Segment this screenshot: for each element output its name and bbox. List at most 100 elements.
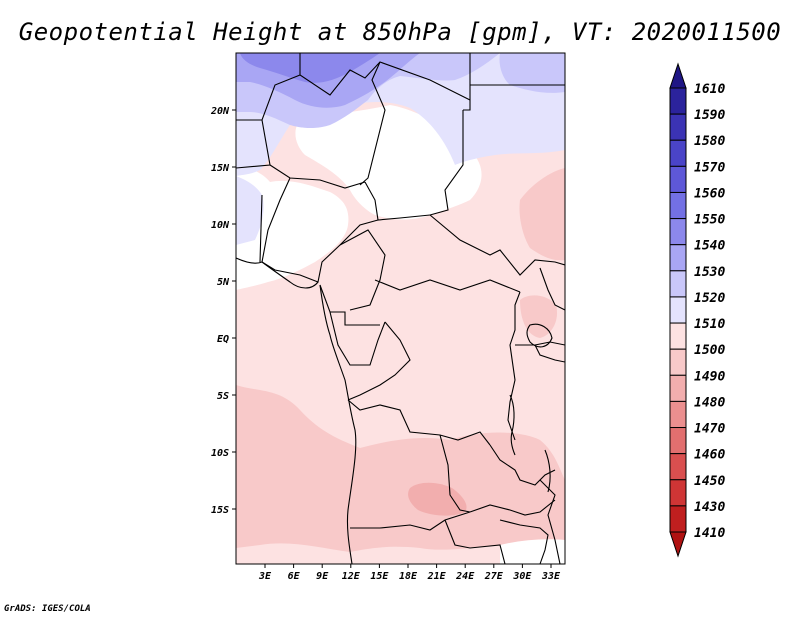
colorbar-label: 1430 — [694, 500, 725, 515]
colorbar-label: 1470 — [694, 422, 725, 437]
colorbar-label: 1530 — [694, 265, 725, 280]
lon-label: 15E — [370, 571, 389, 582]
colorbar-label: 1550 — [694, 213, 725, 228]
lat-label: EQ — [217, 334, 229, 345]
border-libya-egypt — [463, 53, 471, 111]
map-frame — [235, 52, 566, 565]
coastline-west-africa — [236, 257, 319, 289]
fill-1550-band — [240, 53, 380, 83]
lat-label: 5N — [217, 277, 230, 288]
border-niger-nigeria — [269, 164, 366, 189]
latitude-labels: 20N 15N 10N 5N EQ 5S 10S 15S — [210, 106, 236, 516]
colorbar-label: 1410 — [694, 526, 725, 541]
lon-label: 6E — [288, 571, 301, 582]
colorbar-segment — [669, 348, 687, 376]
fill-1490-lakes — [520, 295, 558, 338]
colorbar-label: 1590 — [694, 108, 725, 123]
border-cameroon-car — [339, 229, 386, 311]
colorbar-label: 1610 — [694, 82, 725, 97]
fill-1490-band-west — [236, 392, 272, 429]
fill-1520-west — [236, 176, 264, 245]
border-mozambique — [539, 479, 561, 564]
colorbar-label: 1510 — [694, 317, 725, 332]
fill-1490-east — [519, 168, 565, 261]
border-angola-zambia — [439, 434, 471, 513]
colorbar-segment — [669, 87, 687, 115]
coastline-lake-malawi — [544, 449, 551, 493]
lat-label: 15S — [211, 505, 229, 516]
lon-label: 3E — [258, 571, 272, 582]
lon-label: 18E — [399, 571, 418, 582]
colorbar-segment — [669, 505, 687, 533]
colorbar-label: 1500 — [694, 343, 725, 358]
colorbar-top-arrow — [669, 62, 687, 89]
colorbar: 1610 1590 1580 1570 1560 1550 1540 1530 1520 1510… — [669, 62, 725, 558]
lon-label: 30E — [512, 571, 532, 582]
colorbar-label: 1570 — [694, 160, 725, 175]
longitude-labels: 3E 6E 9E 12E 15E 18E 21E 24E 27E 30E 33E — [258, 564, 561, 582]
border-rwanda — [515, 344, 565, 363]
border-cameroon-gabon — [319, 284, 380, 326]
colorbar-label: 1560 — [694, 186, 725, 201]
coastline-lake-tanganyika — [509, 394, 516, 456]
contour-fills — [236, 53, 565, 564]
lat-label: 10N — [211, 220, 230, 231]
colorbar-segment — [669, 296, 687, 324]
colorbar-segment — [669, 453, 687, 481]
fill-1510-band — [236, 165, 349, 290]
colorbar-bottom-arrow — [669, 531, 687, 558]
fill-1480-core — [408, 482, 467, 516]
colorbar-label: 1450 — [694, 474, 725, 489]
fill-1530-northeast — [499, 53, 565, 93]
colorbar-segment — [669, 479, 687, 507]
border-zambia-south — [469, 499, 556, 516]
lat-label: 20N — [210, 106, 230, 117]
colorbar-label: 1580 — [694, 134, 725, 149]
lon-label: 33E — [541, 571, 561, 582]
border-car-drc — [374, 279, 521, 293]
colorbar-segment — [669, 191, 687, 220]
colorbar-segment — [669, 139, 687, 167]
colorbar-segment — [669, 400, 687, 429]
lon-label: 27E — [484, 571, 504, 582]
colorbar-segment — [669, 218, 687, 246]
lat-label: 5S — [217, 391, 229, 402]
border-drc-zambia — [489, 444, 556, 486]
colorbar-label: 1490 — [694, 369, 725, 384]
coastline-lake-victoria — [526, 323, 553, 348]
border-zimbabwe — [499, 519, 549, 564]
border-sudan-south — [429, 214, 565, 276]
fill-1510-southwest — [500, 539, 565, 564]
colorbar-label: 1520 — [694, 291, 725, 306]
colorbar-label: 1540 — [694, 239, 725, 254]
colorbar-segment — [669, 165, 687, 193]
lat-label: 10S — [211, 448, 229, 459]
colorbar-segment — [669, 244, 687, 272]
fill-1510-north — [295, 105, 482, 220]
border-drc-uganda — [507, 291, 521, 441]
credit-text: GrADS: IGES/COLA — [4, 604, 91, 614]
border-niger-chad — [359, 61, 386, 186]
border-benin — [259, 194, 263, 263]
border-algeria-libya — [299, 53, 471, 101]
colorbar-label: 1480 — [694, 395, 725, 410]
lon-label: 21E — [427, 571, 447, 582]
lon-label: 9E — [316, 571, 329, 582]
coastline-central-west — [319, 284, 357, 564]
colorbar-segment — [669, 113, 687, 141]
border-angola-namibia — [350, 511, 471, 531]
lon-label: 12E — [342, 571, 361, 582]
border-uganda-kenya — [539, 267, 565, 311]
lat-label: 15N — [211, 163, 230, 174]
colorbar-label: 1460 — [694, 448, 725, 463]
border-mali-niger — [236, 74, 301, 121]
border-drc-angola — [347, 399, 491, 446]
colorbar-segment — [669, 374, 687, 402]
colorbar-segment — [669, 427, 687, 455]
lon-label: 24E — [455, 571, 475, 582]
border-nigeria-cameroon — [261, 177, 379, 283]
country-borders — [236, 53, 565, 564]
colorbar-segment — [669, 270, 687, 298]
